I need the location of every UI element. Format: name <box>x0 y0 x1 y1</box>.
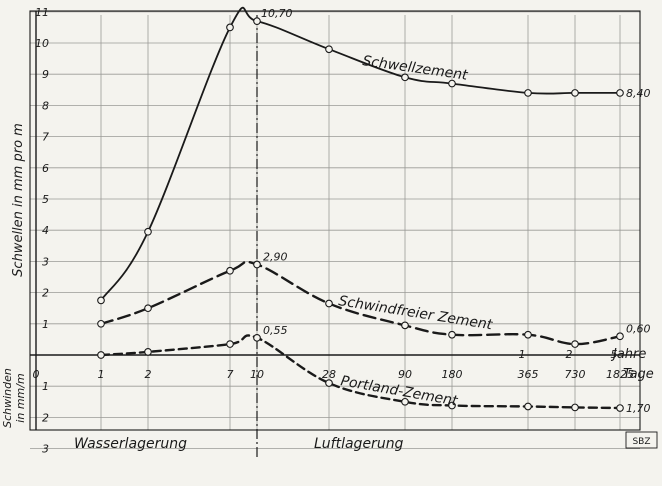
data-point-s2-28 <box>325 379 333 387</box>
data-point-s1-2 <box>144 304 152 313</box>
series-line-2 <box>99 334 622 410</box>
x-tick-label-0: 0 <box>33 368 40 381</box>
year-tick-label-2: 2 <box>566 348 573 361</box>
data-point-s1-7 <box>226 266 234 275</box>
data-point-s0-1 <box>97 296 105 305</box>
year-tick-label-5: 5 <box>611 348 618 361</box>
y-tick-label-5: 5 <box>42 193 49 206</box>
data-label-s2-10: 0,55 <box>263 324 288 337</box>
x-tick-label-90: 90 <box>398 368 412 381</box>
data-point-s1-1 <box>97 319 105 328</box>
data-point-s0-7 <box>226 23 234 32</box>
sbz-badge-text: SBZ <box>632 437 650 447</box>
data-point-s1-365 <box>524 330 532 339</box>
data-label-s2-1825: 1,70 <box>626 402 651 415</box>
year-unit-label: Jahre <box>610 347 646 362</box>
data-point-s1-28 <box>325 299 333 308</box>
y-tick-label-11: 11 <box>35 6 49 19</box>
data-point-s2-10 <box>253 333 261 342</box>
data-point-s2-2 <box>144 348 152 356</box>
year-tick-label-1: 1 <box>519 348 526 361</box>
data-label-s0-1825: 8,40 <box>626 87 651 100</box>
y-tick-label-neg-3: 3 <box>42 443 49 456</box>
y-tick-label-8: 8 <box>42 99 49 112</box>
data-point-s0-10 <box>253 17 261 26</box>
data-label-s1-10: 2,90 <box>263 251 288 264</box>
y-tick-label-2: 2 <box>42 287 49 300</box>
data-point-s0-180 <box>448 79 456 88</box>
y-axis-label-lower-2: in mm/m <box>14 373 27 422</box>
data-point-s1-1825 <box>616 332 624 341</box>
data-label-s1-1825: 0,60 <box>626 322 651 335</box>
series-line-1 <box>99 260 622 346</box>
y-tick-label-10: 10 <box>35 37 49 50</box>
x-tick-label-28: 28 <box>322 368 336 381</box>
x-tick-label-730: 730 <box>565 368 586 381</box>
x-tick-label-1825: 1825 <box>606 368 634 381</box>
data-point-s0-730 <box>571 89 579 97</box>
data-point-s0-365 <box>524 89 532 97</box>
x-tick-label-365: 365 <box>518 368 539 381</box>
data-label-s0-10: 10,70 <box>261 7 293 20</box>
data-point-s2-1 <box>97 351 105 359</box>
y-tick-label-neg-2: 2 <box>42 411 49 424</box>
data-point-s2-730 <box>571 403 579 412</box>
data-point-s0-28 <box>325 45 333 54</box>
data-point-s0-90 <box>401 73 409 82</box>
data-point-s1-730 <box>571 340 579 348</box>
y-tick-label-6: 6 <box>42 162 49 175</box>
x-tick-label-2: 2 <box>145 368 152 381</box>
data-point-s1-90 <box>401 321 409 330</box>
data-point-s2-1825 <box>616 404 624 412</box>
sbz-badge-frame <box>625 431 658 449</box>
data-point-s2-180 <box>448 401 456 410</box>
data-point-s2-90 <box>401 397 409 406</box>
region-label-left: Wasserlagerung <box>74 436 187 452</box>
data-point-s2-7 <box>226 340 234 348</box>
data-point-s1-180 <box>448 330 456 339</box>
data-points <box>97 17 624 412</box>
y-tick-label-1: 1 <box>42 318 49 331</box>
sbz-badge: SBZ <box>625 431 658 449</box>
x-tick-label-180: 180 <box>442 368 463 381</box>
y-axis-label-upper: Schwellen in mm pro m <box>11 123 26 277</box>
data-point-s0-1825 <box>616 89 624 97</box>
y-tick-label-neg-1: 1 <box>42 380 49 393</box>
y-tick-label-4: 4 <box>42 224 49 237</box>
data-point-s2-365 <box>524 402 532 411</box>
x-tick-label-1: 1 <box>98 368 105 381</box>
y-tick-label-7: 7 <box>42 131 49 144</box>
x-unit-label: Tage <box>623 367 654 382</box>
y-tick-label-3: 3 <box>42 255 49 268</box>
region-label-right: Luftlagerung <box>314 436 404 452</box>
data-point-s0-2 <box>144 227 152 236</box>
plot-frame <box>29 10 641 431</box>
data-point-s1-10 <box>253 260 261 269</box>
x-tick-label-10: 10 <box>250 368 264 381</box>
y-tick-label-9: 9 <box>42 68 49 81</box>
x-tick-label-7: 7 <box>227 368 234 381</box>
axes <box>29 10 641 460</box>
y-axis-label-lower-1: Schwinden <box>1 368 14 428</box>
